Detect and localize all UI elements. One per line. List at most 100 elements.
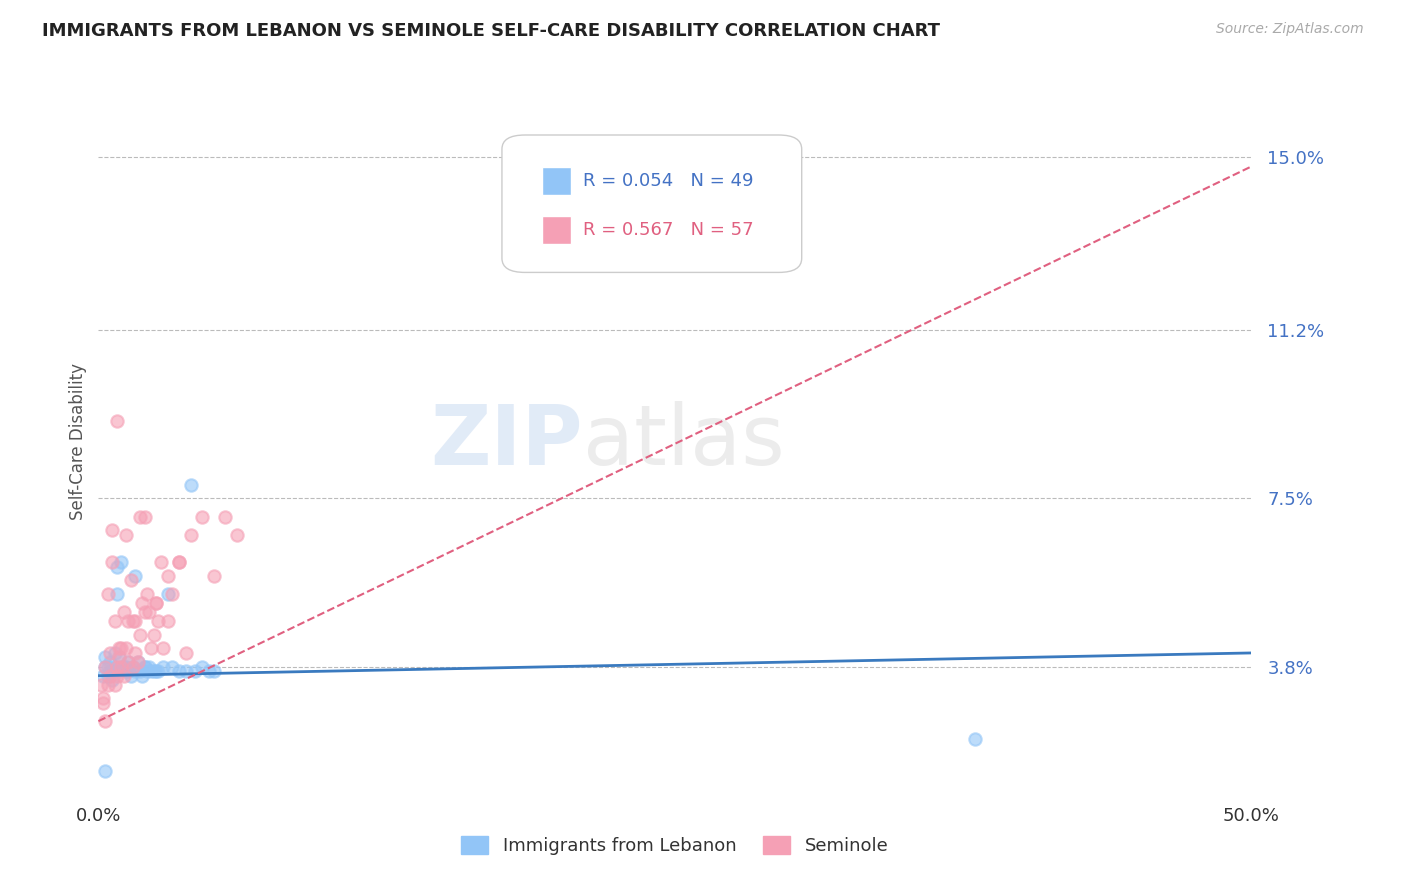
Point (191, 659, 214, 673)
Point (103, 678, 125, 692)
Point (91, 696, 114, 710)
Point (101, 664, 124, 678)
Point (105, 659, 128, 673)
Point (141, 664, 163, 678)
Point (105, 587, 128, 601)
Point (108, 641, 131, 656)
Point (103, 659, 125, 673)
Point (108, 664, 131, 678)
Point (145, 596, 167, 610)
Point (101, 673, 124, 688)
FancyBboxPatch shape (502, 135, 801, 272)
Point (180, 477, 202, 491)
Point (167, 555, 190, 569)
Point (138, 659, 160, 673)
Point (138, 605, 160, 619)
Point (160, 587, 183, 601)
Legend: Immigrants from Lebanon, Seminole: Immigrants from Lebanon, Seminole (454, 829, 896, 863)
Point (101, 555, 124, 569)
Point (124, 664, 146, 678)
Point (184, 664, 207, 678)
Text: R = 0.054   N = 49: R = 0.054 N = 49 (582, 172, 754, 190)
Point (134, 605, 156, 619)
Point (122, 659, 145, 673)
Point (117, 614, 139, 628)
Point (110, 555, 132, 569)
Point (94, 659, 117, 673)
Point (105, 668, 128, 682)
Point (131, 596, 153, 610)
Point (202, 664, 225, 678)
Text: R = 0.567   N = 57: R = 0.567 N = 57 (582, 221, 754, 239)
Point (145, 664, 167, 678)
Point (94, 659, 117, 673)
Point (135, 587, 157, 601)
Point (180, 527, 202, 541)
FancyBboxPatch shape (543, 167, 571, 194)
Point (134, 659, 156, 673)
Point (97, 587, 120, 601)
Text: IMMIGRANTS FROM LEBANON VS SEMINOLE SELF-CARE DISABILITY CORRELATION CHART: IMMIGRANTS FROM LEBANON VS SEMINOLE SELF… (42, 22, 941, 40)
Point (127, 655, 149, 669)
Point (94, 764, 117, 779)
Point (124, 568, 146, 582)
Point (112, 668, 135, 682)
Point (145, 596, 167, 610)
Point (202, 568, 225, 582)
Point (122, 614, 145, 628)
Point (129, 509, 152, 524)
Point (214, 509, 236, 524)
Point (117, 655, 139, 669)
Point (167, 555, 190, 569)
Point (174, 646, 197, 660)
Point (110, 641, 132, 656)
Point (134, 509, 156, 524)
Point (120, 573, 142, 587)
Point (97, 678, 120, 692)
Point (98, 646, 121, 660)
Point (115, 527, 138, 541)
Point (105, 559, 128, 574)
Point (120, 668, 142, 682)
Point (91, 691, 114, 706)
Text: atlas: atlas (582, 401, 785, 482)
Point (91, 668, 114, 682)
Point (108, 650, 131, 665)
Point (115, 641, 138, 656)
Point (198, 664, 221, 678)
FancyBboxPatch shape (543, 216, 571, 244)
Point (174, 664, 197, 678)
Point (97, 668, 120, 682)
Point (129, 628, 152, 642)
Point (110, 659, 132, 673)
Point (156, 587, 179, 601)
Point (124, 614, 146, 628)
Point (117, 655, 139, 669)
Point (115, 664, 138, 678)
Text: Source: ZipAtlas.com: Source: ZipAtlas.com (1216, 22, 1364, 37)
Point (103, 646, 125, 660)
Point (110, 659, 132, 673)
Point (97, 659, 120, 673)
Point (112, 659, 135, 673)
Point (156, 568, 179, 582)
Point (124, 646, 146, 660)
Point (167, 664, 190, 678)
Point (135, 664, 157, 678)
Point (142, 628, 165, 642)
Point (191, 509, 214, 524)
Point (94, 714, 117, 728)
Point (141, 641, 163, 656)
Point (98, 664, 121, 678)
Point (152, 659, 174, 673)
Point (152, 641, 174, 656)
Point (101, 523, 124, 537)
Point (149, 555, 172, 569)
Point (108, 650, 131, 665)
Point (225, 527, 247, 541)
Point (122, 659, 145, 673)
Point (142, 664, 165, 678)
Point (156, 614, 179, 628)
Point (129, 664, 152, 678)
Y-axis label: Self-Care Disability: Self-Care Disability (69, 363, 87, 520)
